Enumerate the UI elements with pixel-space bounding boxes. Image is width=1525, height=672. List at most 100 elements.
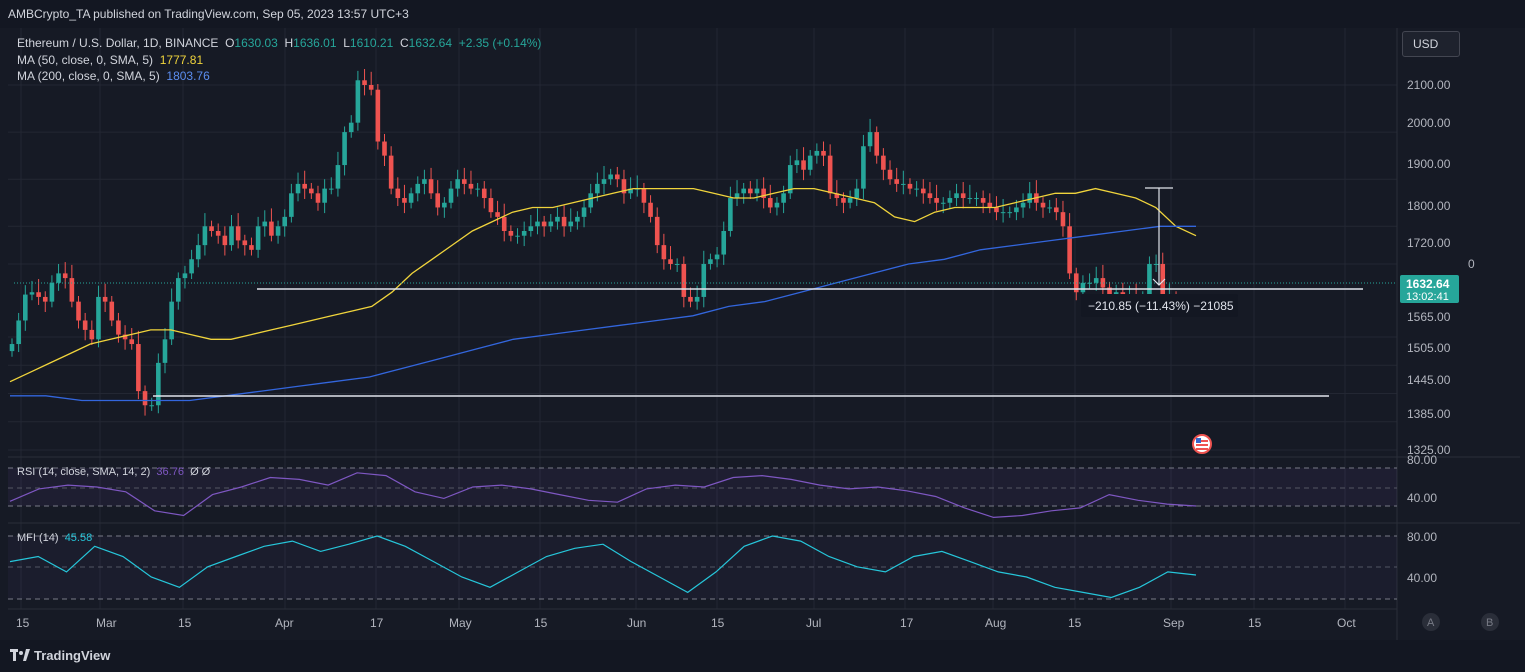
candle-body	[748, 188, 753, 194]
footer-bar: TradingView	[0, 640, 1525, 672]
candle-body	[315, 193, 321, 203]
time-tick: 17	[370, 616, 384, 630]
candle-body	[495, 212, 500, 217]
candle-body	[1067, 226, 1072, 274]
candle-body	[102, 296, 108, 302]
candle-body	[462, 179, 467, 184]
candle-body	[661, 245, 667, 260]
candle-body	[49, 282, 55, 302]
time-tick: Jul	[806, 616, 821, 630]
candle-body	[814, 150, 820, 156]
candle-body	[76, 301, 81, 321]
candle-body	[535, 221, 540, 227]
candle-body	[1054, 207, 1059, 213]
auto-scale-button[interactable]	[1422, 613, 1440, 631]
candle-body	[1100, 278, 1106, 288]
candle-body	[1147, 263, 1152, 297]
candle-body	[415, 183, 421, 194]
mfi-tick: 40.00	[1407, 571, 1437, 585]
candle-body	[568, 221, 574, 227]
current-price-value: 1632.64	[1406, 277, 1450, 291]
price-axis[interactable]: 2100.00 2000.00 1900.00 1800.00 1720.00 …	[1400, 78, 1475, 457]
candle-body	[1000, 212, 1006, 214]
candle-body	[1080, 282, 1086, 293]
rsi-tick: 40.00	[1407, 491, 1437, 505]
candle-body	[9, 344, 15, 352]
candle-body	[488, 198, 494, 213]
high-key: H	[284, 36, 294, 50]
candle-body	[827, 155, 833, 194]
candle-body	[721, 231, 727, 255]
candle-body	[701, 263, 707, 297]
candle-body	[947, 198, 953, 203]
candle-body	[575, 216, 580, 222]
candle-body	[854, 188, 860, 199]
time-tick: 15	[1068, 616, 1082, 630]
price-tick: 2100.00	[1407, 78, 1451, 92]
ma200-legend[interactable]: MA (200, close, 0, SMA, 5) 1803.76	[17, 69, 210, 83]
candle-body	[269, 221, 274, 236]
mfi-line	[9, 535, 1197, 599]
time-tick: 15	[711, 616, 725, 630]
measure-tool[interactable]: −210.85 (−11.43%) −21085	[1081, 187, 1238, 317]
scale-buttons[interactable]: A B	[1422, 613, 1499, 631]
candle-body	[16, 320, 21, 345]
price-tick: 1325.00	[1407, 443, 1451, 457]
ma50-legend[interactable]: MA (50, close, 0, SMA, 5) 1777.81	[17, 53, 203, 67]
ma200-label: MA (200, close, 0, SMA, 5)	[17, 69, 160, 83]
candle-body	[222, 235, 228, 246]
current-price-badge	[1400, 275, 1459, 303]
candle-body	[109, 301, 115, 321]
price-tick: 1505.00	[1407, 341, 1451, 355]
candle-body	[881, 155, 886, 170]
candle-body	[82, 320, 88, 330]
time-axis[interactable]: 15 Mar 15 Apr 17 May 15 Jun 15 Jul 17 Au…	[16, 616, 1356, 630]
candle-body	[209, 226, 214, 231]
candle-body	[894, 179, 899, 184]
symbol-legend[interactable]: Ethereum / U.S. Dollar, 1D, BINANCE O163…	[17, 36, 541, 50]
candle-body	[1060, 212, 1066, 227]
candle-body	[1007, 212, 1013, 214]
candle-body	[861, 146, 866, 189]
rsi-legend[interactable]: RSI (14, close, SMA, 14, 2) 36.76 Ø Ø	[17, 466, 210, 478]
candle-body	[901, 183, 906, 185]
candle-body	[235, 226, 241, 241]
mfi-pane	[8, 535, 1397, 600]
mfi-axis[interactable]: 80.00 40.00	[1407, 530, 1437, 585]
candle-body	[980, 198, 986, 203]
us-flag-event-icon[interactable]	[1192, 434, 1212, 454]
candle-body	[528, 226, 534, 231]
candle-body	[887, 169, 893, 180]
candle-body	[62, 273, 68, 279]
chart-area[interactable]	[8, 28, 1520, 640]
candle-body	[36, 292, 41, 297]
mfi-legend[interactable]: MFI (14) 45.58	[17, 532, 92, 544]
candle-body	[262, 221, 268, 227]
auto-scale-label: A	[1427, 617, 1435, 629]
candle-body	[561, 216, 567, 227]
rsi-axis[interactable]: 80.00 40.00	[1407, 453, 1437, 505]
low-key: L	[343, 36, 350, 50]
candle-body	[468, 183, 474, 189]
open-value: 1630.03	[234, 36, 278, 50]
candle-body	[475, 188, 480, 190]
rsi-line	[9, 472, 1197, 519]
candle-body	[1047, 207, 1052, 209]
candle-body	[508, 231, 514, 236]
candle-body	[994, 207, 999, 213]
candle-body	[162, 339, 168, 363]
time-tick: Jun	[627, 616, 646, 630]
scale-b-button[interactable]	[1481, 613, 1499, 631]
candle-body	[142, 391, 148, 406]
candle-body	[382, 141, 387, 156]
candle-body	[1153, 263, 1159, 265]
ma50-line	[9, 187, 1197, 383]
candle-body	[581, 207, 587, 217]
price-tick: 1445.00	[1407, 373, 1451, 387]
candle-body	[182, 273, 188, 279]
currency-button[interactable]: USD	[1402, 31, 1460, 57]
candle-body	[767, 198, 773, 208]
candle-body	[515, 235, 520, 237]
candle-body	[342, 132, 347, 166]
